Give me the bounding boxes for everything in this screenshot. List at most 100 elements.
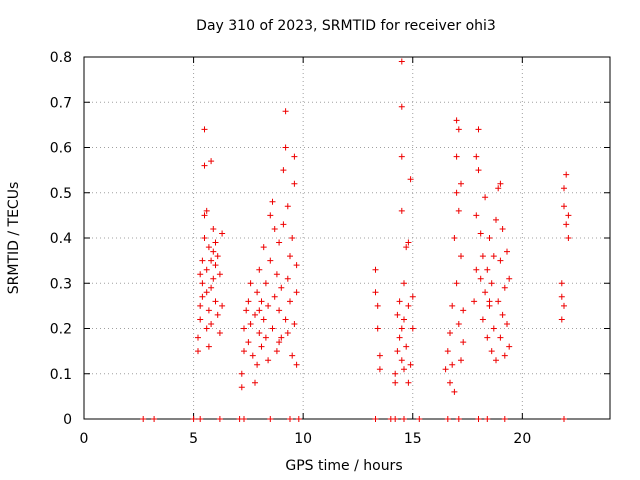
data-point: [278, 334, 285, 341]
data-point: [444, 348, 451, 355]
data-point: [376, 352, 383, 359]
data-point: [293, 289, 300, 296]
data-point: [558, 316, 565, 323]
data-point: [219, 302, 226, 309]
data-point: [493, 216, 499, 223]
data-point: [473, 153, 480, 160]
data-point: [563, 171, 570, 178]
data-point: [267, 416, 274, 422]
data-point: [212, 298, 219, 305]
data-point: [475, 167, 482, 174]
data-point: [401, 366, 407, 373]
y-tick-label: 0.2: [50, 322, 72, 338]
data-point: [216, 271, 223, 278]
y-tick-label: 0.3: [50, 276, 72, 292]
data-point: [245, 298, 252, 305]
data-point: [479, 316, 486, 323]
data-point: [495, 298, 502, 305]
data-point: [210, 275, 217, 282]
data-point: [289, 235, 296, 241]
data-point: [486, 235, 493, 241]
data-point: [203, 325, 210, 332]
data-point: [398, 357, 405, 364]
data-point: [252, 311, 258, 318]
x-tick-label: 5: [189, 431, 198, 447]
data-point: [558, 293, 565, 300]
data-point: [256, 330, 263, 336]
data-point: [197, 416, 204, 422]
data-point: [394, 311, 401, 318]
data-point: [453, 153, 460, 160]
data-point: [205, 307, 212, 314]
data-point: [278, 284, 285, 291]
data-point: [247, 280, 254, 287]
data-point: [197, 302, 204, 309]
data-point: [561, 203, 567, 210]
data-point: [497, 257, 504, 264]
data-point: [453, 189, 460, 196]
y-tick-label: 0: [63, 412, 72, 428]
data-point: [407, 361, 414, 368]
y-tick-label: 0.1: [50, 367, 72, 383]
y-tick-label: 0.6: [50, 141, 72, 157]
data-point: [212, 262, 219, 269]
data-point: [455, 207, 462, 214]
data-point: [407, 176, 414, 183]
data-point: [273, 271, 280, 278]
data-point: [405, 239, 412, 246]
data-point: [403, 343, 410, 350]
data-point: [219, 230, 226, 237]
data-point: [499, 311, 506, 318]
data-point: [398, 58, 405, 65]
tick-label-layer: 0 0.1 0.2 0.3 0.4 0.5 0.6 0.7 0.8 0 5 10 15 20: [50, 50, 532, 447]
tick-layer: [83, 56, 610, 420]
data-point: [460, 307, 467, 314]
data-point: [484, 266, 491, 273]
data-point: [201, 162, 208, 169]
data-point: [203, 207, 210, 214]
data-point: [140, 416, 147, 422]
data-point: [398, 325, 405, 332]
data-point: [208, 284, 215, 291]
data-point: [282, 144, 289, 151]
data-point: [493, 357, 499, 364]
x-tick-label: 15: [404, 431, 422, 447]
data-point: [205, 244, 212, 251]
data-point: [238, 384, 245, 391]
data-point: [451, 388, 458, 395]
data-point: [216, 416, 223, 422]
data-point: [243, 307, 250, 314]
data-point: [458, 253, 464, 260]
data-point: [506, 275, 513, 282]
data-point: [287, 253, 293, 260]
data-point: [455, 126, 462, 133]
data-point: [477, 230, 484, 237]
data-point: [501, 284, 508, 291]
data-point: [291, 153, 298, 160]
data-point: [499, 226, 506, 232]
data-point: [260, 244, 267, 251]
data-point: [372, 266, 379, 273]
data-point: [484, 334, 491, 341]
data-point: [267, 257, 274, 264]
data-point: [210, 248, 217, 255]
data-point: [392, 416, 399, 422]
data-point: [497, 334, 504, 341]
data-point: [216, 330, 223, 336]
data-point: [372, 416, 379, 422]
data-point: [405, 302, 412, 309]
data-point: [497, 180, 504, 187]
data-point: [561, 302, 567, 309]
data-point: [401, 280, 407, 287]
data-point: [284, 203, 291, 210]
plot-frame: [83, 56, 611, 420]
data-point: [252, 379, 258, 386]
data-point: [276, 339, 283, 346]
data-point: [208, 321, 215, 327]
data-point: [247, 321, 254, 327]
data-point: [398, 207, 405, 214]
data-point: [482, 289, 489, 296]
data-point: [490, 253, 497, 260]
chart-title: Day 310 of 2023, SRMTID for receiver ohi…: [196, 18, 496, 34]
data-point: [488, 280, 495, 287]
